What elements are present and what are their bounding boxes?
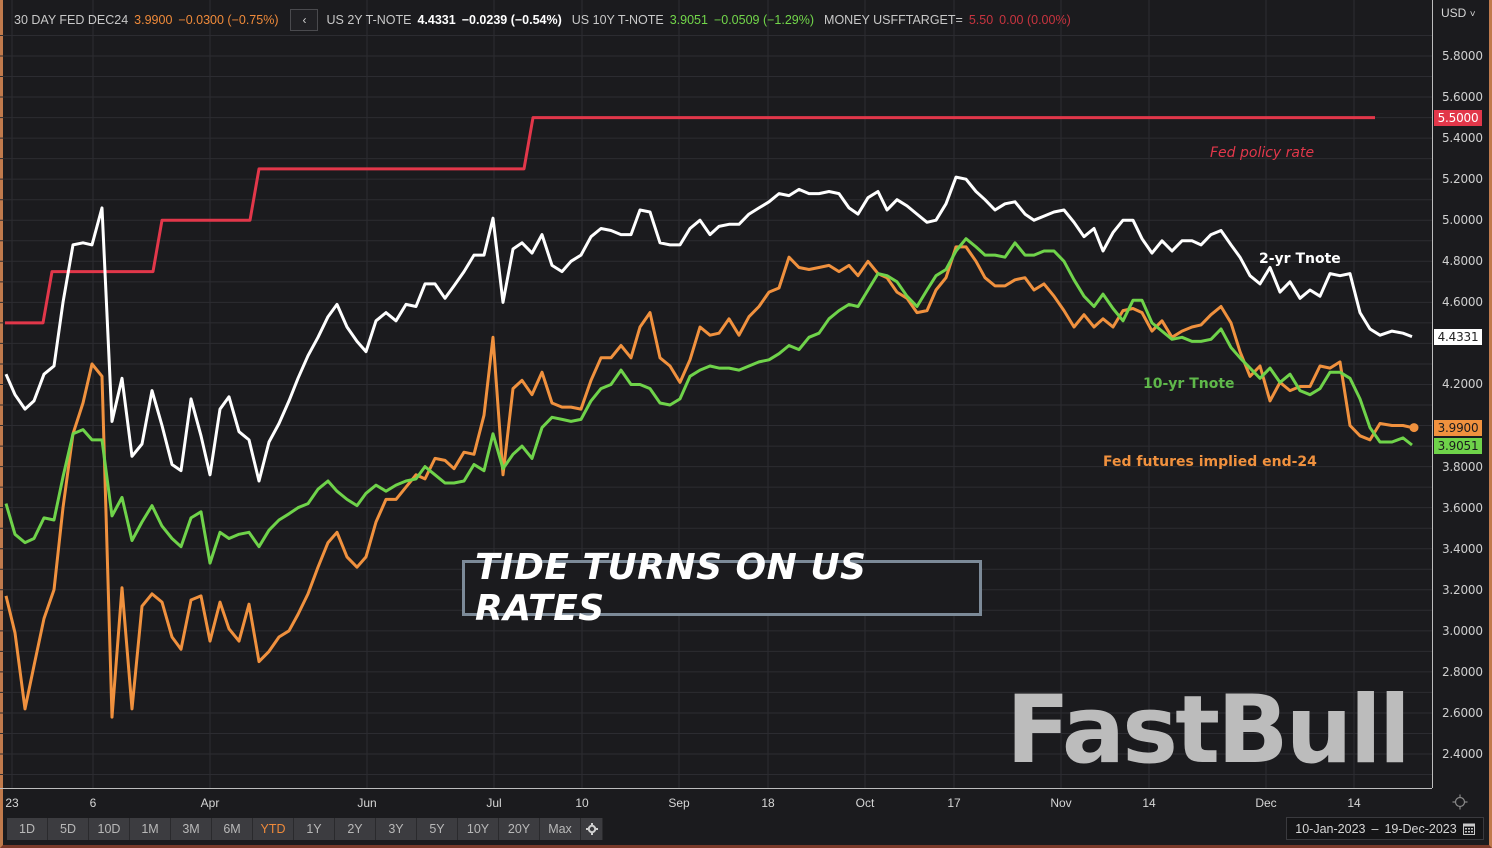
y-tick-label: 4.8000 (1442, 254, 1483, 269)
range-button-10d[interactable]: 10D (89, 818, 130, 840)
ticker-name: US 10Y T-NOTE (571, 13, 664, 27)
ticker-value: 3.9900 (134, 13, 173, 27)
chevron-down-icon: ˅ (1469, 9, 1476, 20)
x-tick-label: Sep (668, 796, 690, 810)
ticker-change: −0.0239 (−0.54%) (461, 13, 562, 27)
x-tick-label: Nov (1050, 796, 1072, 810)
ticker-change: −0.0509 (−1.29%) (713, 13, 815, 27)
gear-icon (585, 823, 598, 835)
label-fed-futures: Fed futures implied end-24 (1103, 454, 1317, 470)
chevron-left-icon: ‹ (302, 13, 307, 27)
date-range-picker[interactable]: 10-Jan-2023 – 19-Dec-2023 (1286, 817, 1484, 840)
x-tick-label: Jul (486, 796, 502, 810)
x-tick-label: 14 (1142, 796, 1156, 810)
range-button-2y[interactable]: 2Y (335, 818, 376, 840)
last-price-badge: 5.5000 (1434, 109, 1482, 126)
ticker-scroll-left-button[interactable]: ‹ (290, 9, 319, 31)
series-line-fed-policy-rate[interactable] (5, 116, 1375, 325)
y-tick-label: 3.0000 (1442, 623, 1483, 638)
y-tick-label: 5.6000 (1442, 90, 1483, 105)
axis-settings-button[interactable] (1452, 794, 1468, 810)
ticker-name: US 2Y T-NOTE (326, 13, 412, 27)
x-tick-label: 23 (5, 796, 19, 810)
range-button-5y[interactable]: 5Y (417, 818, 458, 840)
x-axis[interactable]: 23 6 Apr Jun Jul 10 Sep 18 Oct 17 Nov 14 Dec 14 (0, 788, 1432, 816)
range-button-20y[interactable]: 20Y (499, 818, 540, 840)
chart-title-box: TIDE TURNS ON US RATES (462, 547, 982, 629)
y-tick-label: 3.8000 (1442, 459, 1483, 474)
y-tick-label: 4.2000 (1442, 377, 1483, 392)
date-range-end: 19-Dec-2023 (1384, 821, 1457, 836)
series-line-2-yr-tnote[interactable] (4, 175, 1413, 483)
label-fed-policy-rate: Fed policy rate (1210, 145, 1315, 161)
x-tick-label: Jun (357, 796, 377, 810)
ticker-fed-dec24[interactable]: 30 DAY FED DEC24 3.9900 −0.0300 (−0.75%) (14, 13, 278, 27)
currency-label: USD (1441, 6, 1467, 20)
chart-plot-area[interactable] (0, 0, 1432, 788)
ticker-value: 3.9051 (669, 13, 708, 27)
sun-settings-icon (1452, 794, 1468, 810)
y-tick-label: 3.6000 (1442, 500, 1483, 515)
ticker-us2y[interactable]: US 2Y T-NOTE 4.4331 −0.0239 (−0.54%) (326, 13, 561, 27)
last-price-badge: 4.4331 (1434, 328, 1482, 345)
range-button-3m[interactable]: 3M (171, 818, 212, 840)
ticker-change: −0.0300 (−0.75%) (178, 13, 279, 27)
y-axis[interactable] (1432, 0, 1489, 788)
range-button-ytd[interactable]: YTD (253, 818, 294, 840)
currency-dropdown[interactable]: USD ˅ (1441, 6, 1476, 20)
ticker-change: 0.00 (0.00%) (999, 13, 1071, 27)
series-line-fed-futures-implied-end-24[interactable] (4, 245, 1413, 719)
range-button-6m[interactable]: 6M (212, 818, 253, 840)
y-tick-label: 3.2000 (1442, 582, 1483, 597)
date-range-start: 10-Jan-2023 (1295, 821, 1366, 836)
x-tick-label: Dec (1255, 796, 1277, 810)
series-line-10-yr-tnote[interactable] (4, 237, 1413, 565)
ticker-value: 5.50 (968, 13, 994, 27)
y-tick-label: 4.6000 (1442, 295, 1483, 310)
ticker-us10y[interactable]: US 10Y T-NOTE 3.9051 −0.0509 (−1.29%) (572, 13, 814, 27)
last-price-badge: 3.9900 (1434, 420, 1482, 436)
x-tick-label: Apr (200, 796, 220, 810)
y-tick-label: 5.2000 (1442, 172, 1483, 187)
x-tick-label: 17 (947, 796, 961, 810)
range-button-10y[interactable]: 10Y (458, 818, 499, 840)
label-2yr-tnote: 2-yr Tnote (1259, 251, 1341, 267)
range-settings-button[interactable] (581, 818, 603, 840)
x-tick-label: 6 (89, 796, 97, 810)
date-range-separator: – (1371, 821, 1379, 836)
chart-title: TIDE TURNS ON US RATES (475, 547, 867, 629)
range-button-max[interactable]: Max (540, 818, 581, 840)
ticker-value: 4.4331 (417, 13, 456, 27)
ticker-bar: 30 DAY FED DEC24 3.9900 −0.0300 (−0.75%)… (14, 8, 1081, 32)
fastbull-watermark-logo: FastBull (1006, 676, 1411, 785)
y-tick-label: 2.8000 (1442, 664, 1483, 679)
ticker-name: MONEY USFFTARGET= (824, 13, 963, 27)
y-tick-label: 5.8000 (1442, 49, 1483, 63)
x-tick-label: Oct (855, 796, 875, 810)
range-button-1m[interactable]: 1M (130, 818, 171, 840)
last-price-badge: 3.9051 (1434, 438, 1482, 454)
range-button-5d[interactable]: 5D (48, 818, 89, 840)
ticker-name: 30 DAY FED DEC24 (14, 13, 129, 27)
y-tick-label: 2.4000 (1442, 747, 1483, 762)
y-tick-label: 5.4000 (1442, 131, 1483, 146)
series-end-marker (1409, 423, 1419, 433)
x-tick-label: 18 (761, 796, 775, 810)
label-10yr-tnote: 10-yr Tnote (1143, 376, 1235, 392)
ticker-usfftarget[interactable]: MONEY USFFTARGET= 5.50 0.00 (0.00%) (824, 13, 1071, 27)
range-button-1d[interactable]: 1D (7, 818, 48, 840)
range-button-3y[interactable]: 3Y (376, 818, 417, 840)
y-tick-label: 3.4000 (1442, 541, 1483, 556)
range-button-1y[interactable]: 1Y (294, 818, 335, 840)
x-tick-label: 10 (575, 796, 589, 810)
calendar-icon (1462, 823, 1475, 835)
y-tick-label: 2.6000 (1442, 705, 1483, 720)
range-selector: 1D 5D 10D 1M 3M 6M YTD 1Y 2Y 3Y 5Y 10Y 20Y Max (7, 818, 603, 840)
y-tick-label: 5.0000 (1442, 213, 1483, 228)
x-tick-label: 14 (1347, 796, 1361, 810)
